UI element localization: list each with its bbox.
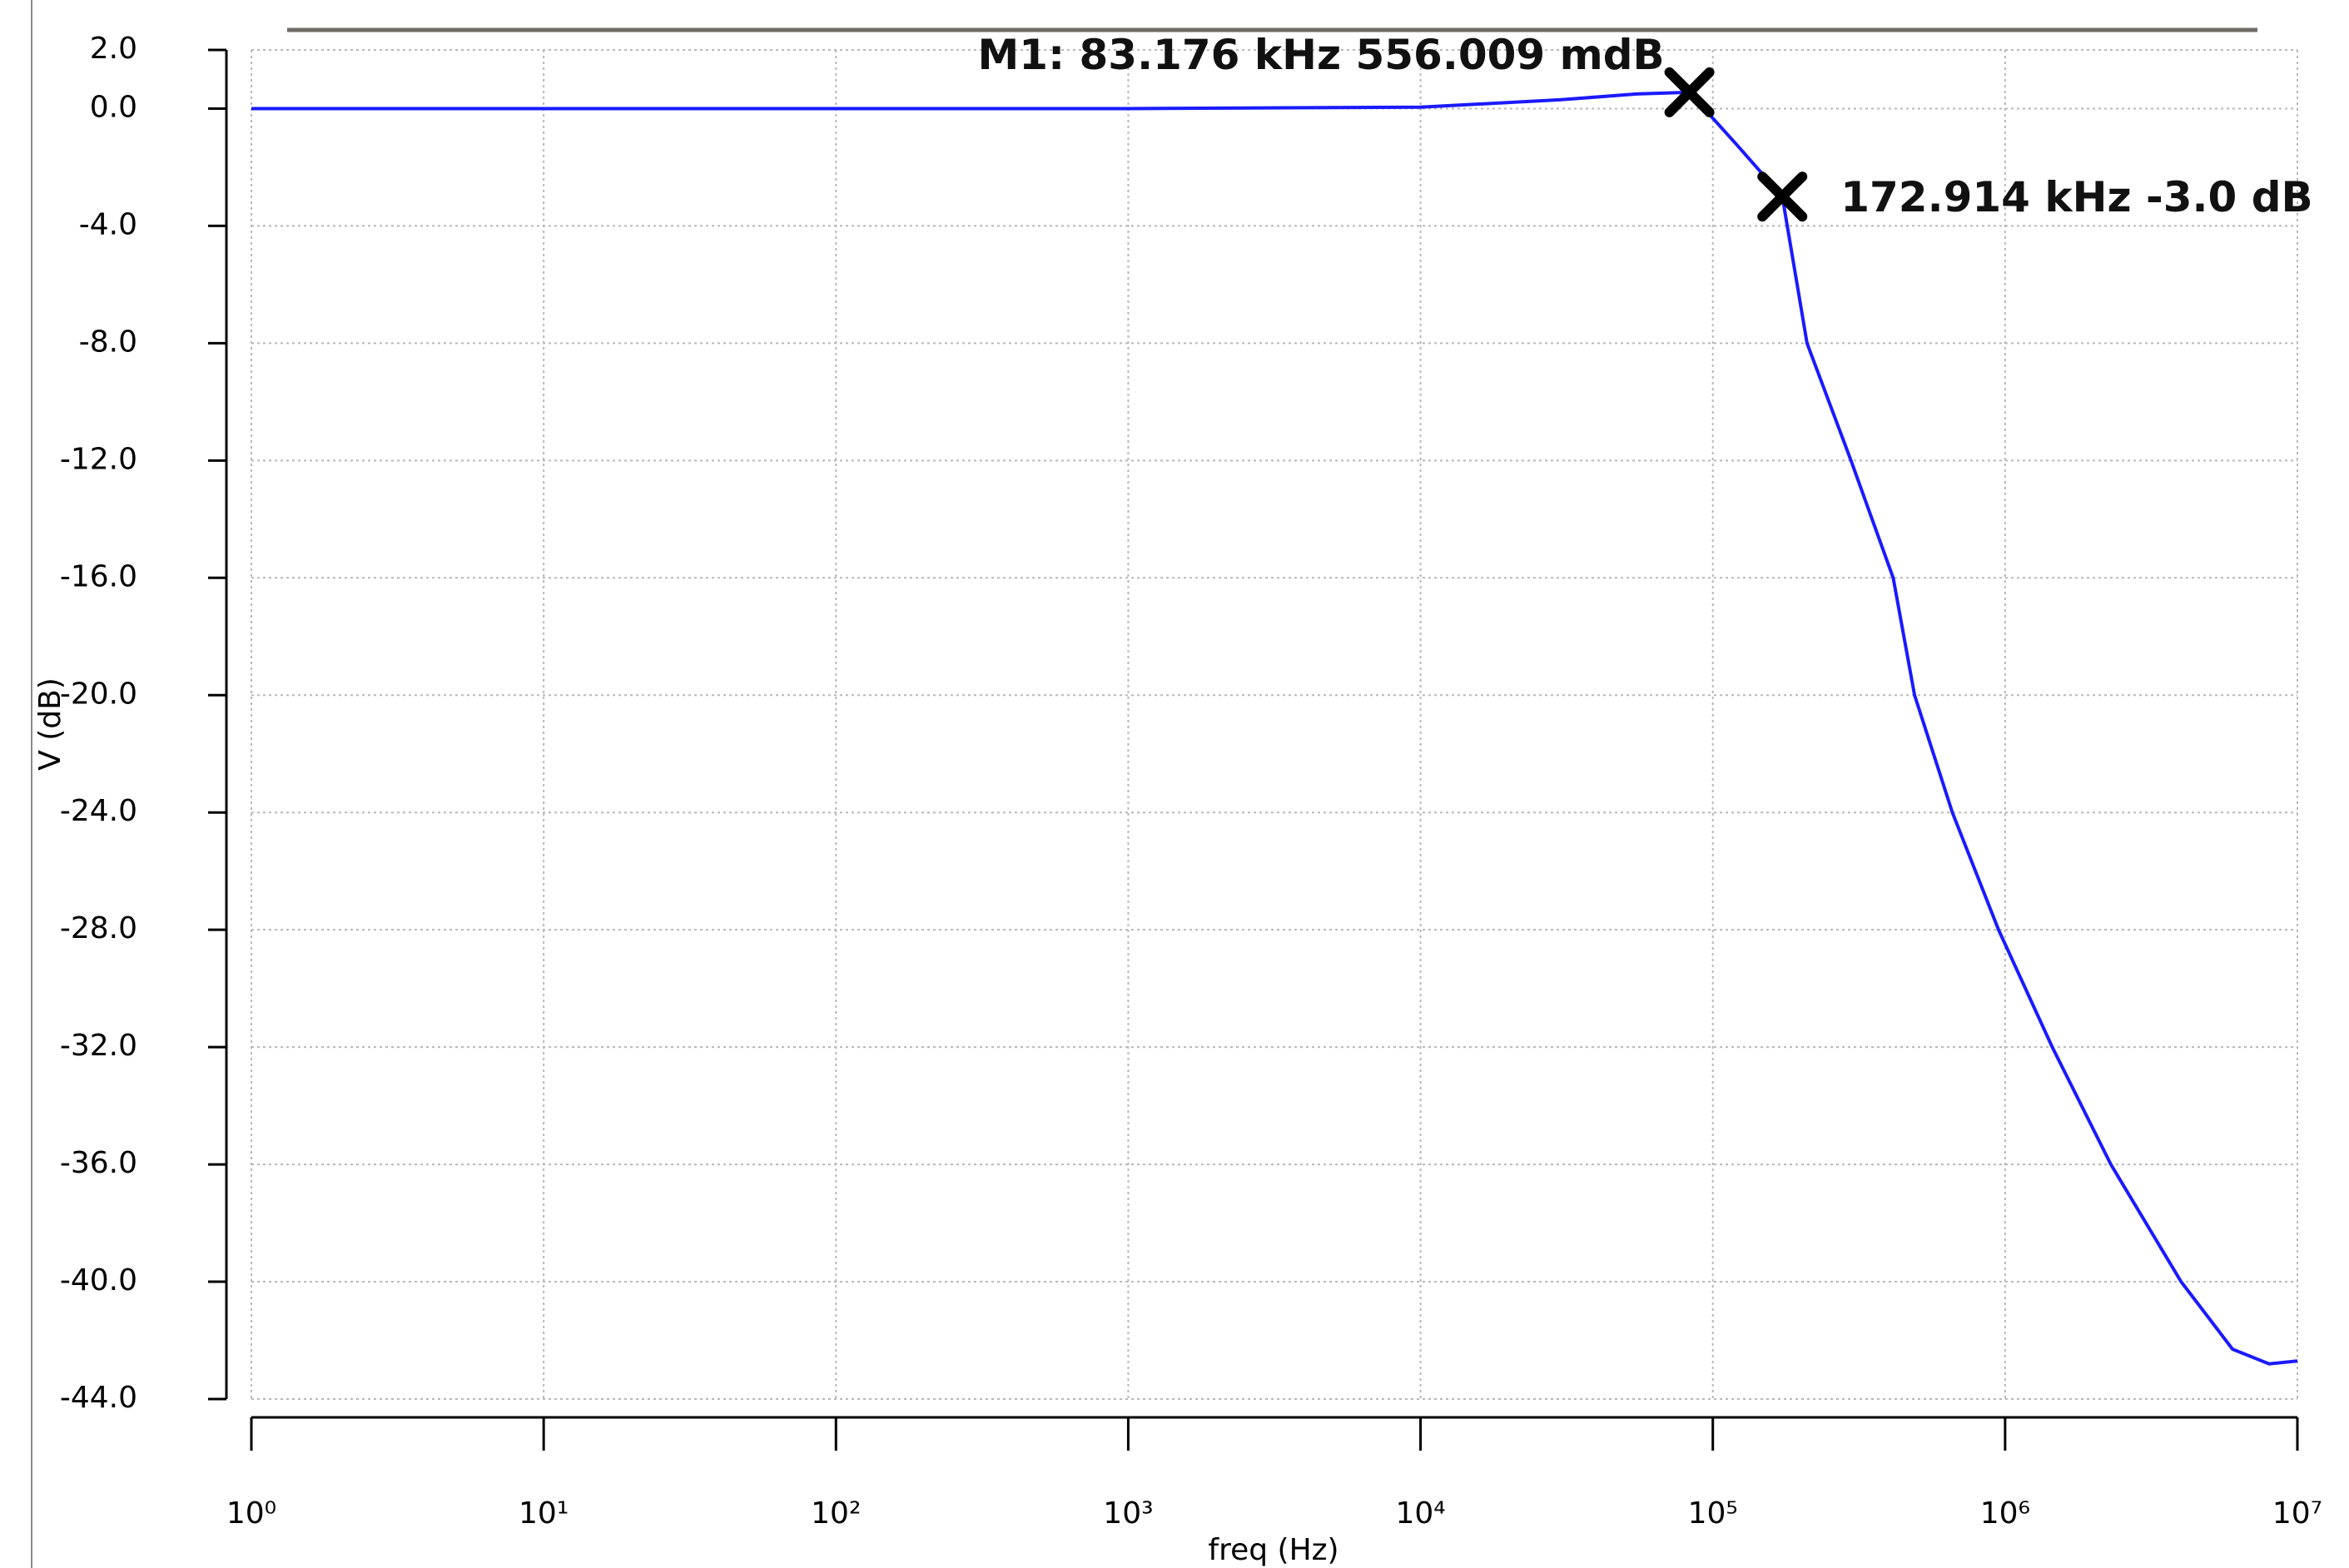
x-tick-label: 10⁵ [1688, 1496, 1738, 1531]
y-tick-label: -20.0 [60, 677, 137, 711]
x-tick-label: 10¹ [519, 1496, 569, 1531]
x-tick-label: 10⁰ [226, 1496, 276, 1531]
marker [1664, 67, 1715, 117]
marker-label: M1: 83.176 kHz 556.009 mdB [978, 31, 1665, 79]
y-axis-label: V (dB) [33, 677, 67, 771]
x-tick-label: 10⁷ [2272, 1496, 2322, 1531]
y-tick-label: -36.0 [60, 1146, 137, 1180]
x-tick-label: 10⁴ [1395, 1496, 1445, 1531]
y-tick-label: 2.0 [90, 32, 137, 66]
y-tick-label: -44.0 [60, 1381, 137, 1415]
y-tick-label: -28.0 [60, 911, 137, 945]
y-tick-label: 0.0 [90, 90, 137, 124]
marker [1757, 171, 1808, 222]
y-tick-label: -8.0 [79, 325, 137, 359]
x-tick-label: 10⁶ [1980, 1496, 2030, 1531]
y-tick-label: -12.0 [60, 442, 137, 476]
y-tick-label: -40.0 [60, 1263, 137, 1298]
y-tick-label: -24.0 [60, 794, 137, 828]
x-tick-label: 10³ [1103, 1496, 1153, 1531]
y-tick-label: -16.0 [60, 559, 137, 593]
marker-label: 172.914 kHz -3.0 dB [1840, 173, 2312, 221]
x-tick-label: 10² [811, 1496, 861, 1531]
y-tick-label: -4.0 [79, 207, 137, 241]
x-axis-label: freq (Hz) [1208, 1533, 1338, 1567]
data-line [251, 90, 2298, 1366]
y-tick-label: -32.0 [60, 1029, 137, 1063]
